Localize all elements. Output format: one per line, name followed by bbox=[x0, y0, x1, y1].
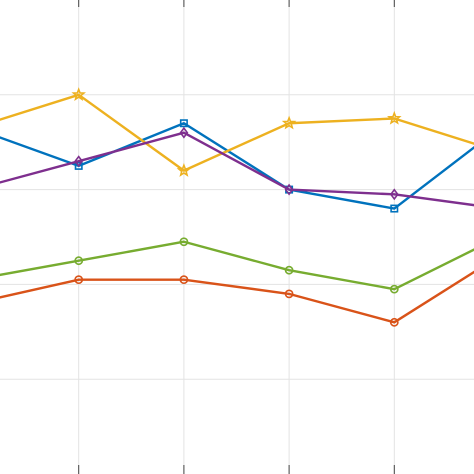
series-line bbox=[0, 122, 474, 210]
data-point bbox=[389, 188, 399, 201]
series-3 bbox=[0, 87, 474, 177]
series-line bbox=[0, 131, 474, 207]
data-point bbox=[176, 162, 192, 177]
data-point bbox=[390, 204, 399, 213]
data-point bbox=[284, 265, 294, 275]
series-line bbox=[0, 240, 474, 291]
data-point bbox=[389, 317, 399, 327]
data-point bbox=[179, 237, 189, 247]
series-4 bbox=[0, 126, 474, 207]
series-1 bbox=[0, 119, 474, 213]
series-layer bbox=[0, 87, 474, 327]
data-point bbox=[387, 110, 402, 125]
data-point bbox=[71, 87, 86, 101]
data-point bbox=[389, 284, 399, 294]
data-point bbox=[284, 289, 294, 299]
data-point bbox=[74, 275, 84, 285]
data-point bbox=[179, 126, 189, 139]
series-5 bbox=[0, 237, 474, 294]
data-point bbox=[74, 161, 83, 170]
series-line bbox=[0, 270, 474, 324]
data-point bbox=[179, 119, 188, 128]
data-point bbox=[281, 115, 297, 130]
data-point bbox=[179, 275, 189, 285]
data-point bbox=[74, 155, 84, 168]
data-point bbox=[284, 183, 294, 196]
data-point bbox=[74, 256, 84, 266]
x-axis-ticks bbox=[78, 0, 395, 474]
series-line bbox=[0, 93, 474, 172]
series-2 bbox=[0, 270, 474, 327]
